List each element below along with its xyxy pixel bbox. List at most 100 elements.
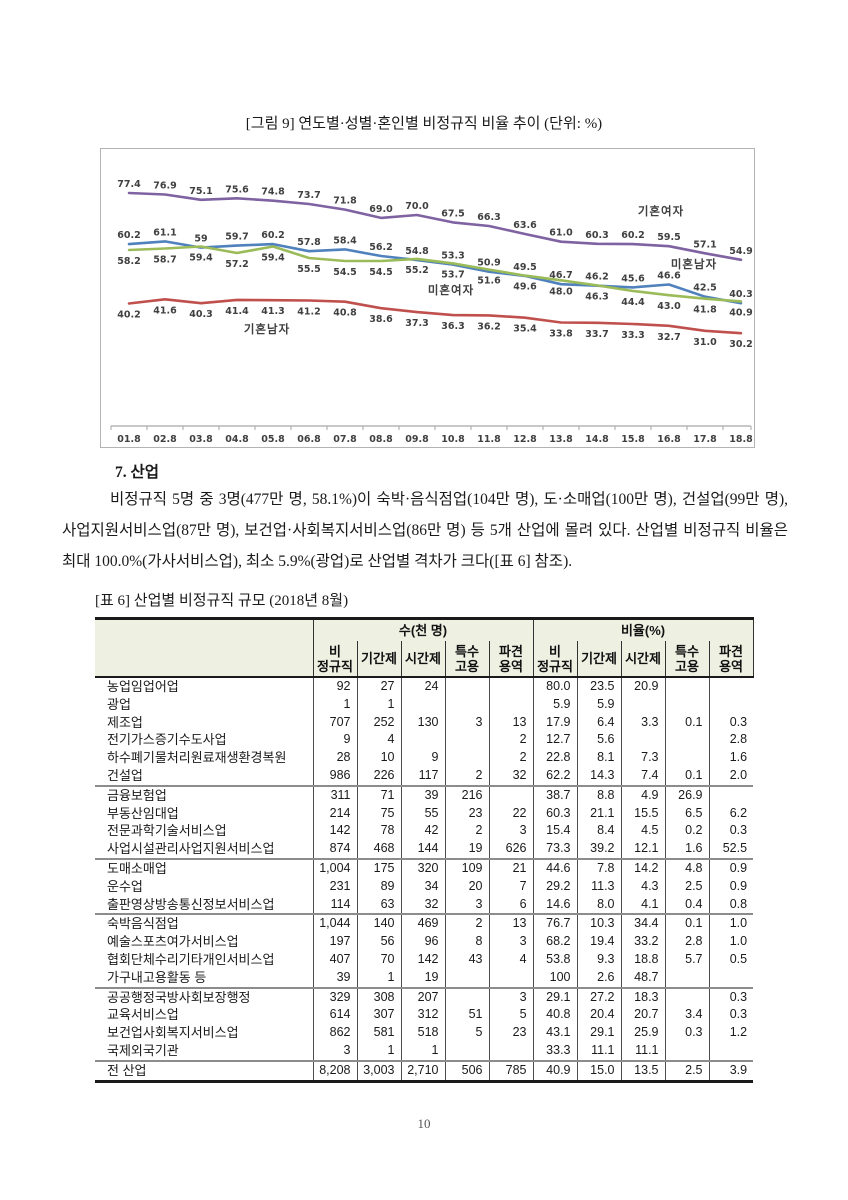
table-cell: 0.5 [708, 950, 754, 969]
table-cell: 469 [400, 913, 445, 934]
table-cell: 1 [356, 695, 401, 714]
table-cell: 92 [312, 677, 357, 696]
table-cell: 7.3 [620, 749, 666, 767]
table-cell: 40.8 [532, 1006, 578, 1025]
table-cell [664, 986, 710, 1007]
table-cell: 22.8 [532, 749, 578, 767]
data-label: 57.1 [693, 239, 716, 250]
data-label: 73.7 [297, 190, 320, 201]
table-cell: 26.9 [664, 784, 710, 805]
series-name-label: 미혼여자 [428, 283, 474, 297]
table-cell: 14.3 [576, 766, 622, 786]
table-cell [444, 968, 489, 988]
table-row: 공공행정국방사회보장행정 329 308 207 3 29.1 27.2 18.3 0.3 [95, 986, 754, 1007]
table-cell: 7.8 [576, 857, 622, 878]
x-tick-label: 11.8 [477, 434, 501, 445]
table-cell: 2 [488, 749, 534, 767]
table-cell: 8,208 [312, 1059, 357, 1082]
table-cell: 785 [488, 1059, 534, 1082]
count-group-header: 수(천 명) [312, 618, 534, 641]
table-cell: 6 [488, 895, 534, 915]
column-header: 시간제 [400, 641, 446, 677]
data-label: 36.2 [477, 321, 500, 332]
table-cell: 6.4 [576, 713, 622, 732]
table-cell: 22 [488, 804, 534, 823]
data-label: 36.3 [441, 321, 464, 332]
table-cell: 11.1 [620, 1041, 666, 1061]
data-label: 59 [194, 234, 207, 245]
table-cell: 226 [356, 766, 401, 786]
table-cell: 12.1 [620, 840, 666, 859]
table-cell: 1 [356, 968, 401, 988]
series-name-label: 기혼여자 [638, 204, 684, 218]
table-cell: 17.9 [532, 713, 578, 732]
table-cell: 142 [400, 950, 445, 969]
table-cell: 51 [444, 1006, 489, 1025]
table-cell: 5.9 [576, 695, 622, 714]
industry-name: 금융보험업 [95, 784, 313, 805]
data-label: 41.2 [297, 307, 320, 318]
data-label: 40.3 [189, 309, 212, 320]
table-cell: 506 [444, 1059, 489, 1082]
table-cell: 70 [356, 950, 401, 969]
table-row: 운수업 231 89 34 20 7 29.2 11.3 4.3 2.5 0.9 [95, 877, 754, 896]
table-cell [708, 784, 754, 805]
x-tick-label: 09.8 [405, 434, 429, 445]
x-tick-label: 10.8 [441, 434, 465, 445]
table-cell: 32 [400, 895, 445, 915]
table-cell: 15.4 [532, 822, 578, 841]
chart-canvas: 01.8 02.8 03.8 04.8 05.8 06.8 07.8 08.8 09.8 10.8… [110, 179, 753, 445]
data-label: 75.6 [225, 184, 249, 195]
industry-name: 공공행정국방사회보장행정 [95, 986, 313, 1007]
table-cell: 207 [400, 986, 445, 1007]
table-cell: 13.5 [620, 1059, 666, 1082]
x-tick-label: 14.8 [585, 434, 609, 445]
table-row: 하수폐기물처리원료재생환경복원 28 10 9 2 22.8 8.1 7.3 1.6 [95, 749, 754, 767]
data-label: 76.9 [153, 181, 176, 192]
table-cell: 42 [400, 822, 445, 841]
table-cell: 5 [488, 1006, 534, 1025]
table-cell: 43 [444, 950, 489, 969]
data-label: 58.2 [117, 256, 140, 267]
data-label: 70.0 [405, 201, 429, 212]
table-row: 보건업사회복지서비스업 862 581 518 5 23 43.1 29.1 25.9 0.3 1.… [95, 1024, 754, 1042]
table-cell: 23 [444, 804, 489, 823]
data-label: 57.2 [225, 259, 248, 270]
table-cell: 62.2 [532, 766, 578, 786]
data-label: 40.2 [117, 310, 140, 321]
data-label: 48.0 [549, 286, 573, 297]
series-line-3 [127, 298, 743, 335]
industry-name: 전문과학기술서비스업 [107, 823, 227, 839]
table-row: 전문과학기술서비스업 142 78 42 2 3 15.4 8.4 4.5 0.2 0.3 [95, 822, 754, 841]
table-cell: 34 [400, 877, 445, 896]
table-cell: 312 [400, 1006, 445, 1025]
industry-name: 농업임업어업 [107, 679, 179, 694]
table-cell: 8.4 [576, 822, 622, 841]
table-cell: 3.9 [708, 1059, 754, 1082]
table-cell: 214 [312, 804, 357, 823]
table-cell: 3 [488, 933, 534, 951]
table-cell [488, 695, 534, 714]
table-cell [444, 695, 489, 714]
table-cell [444, 677, 489, 696]
table-row: 전기가스증기수도사업 9 4 2 12.7 5.6 2.8 [95, 731, 754, 750]
x-tick-label: 05.8 [261, 434, 285, 445]
table-cell: 1.0 [708, 933, 754, 951]
data-label: 33.8 [549, 329, 573, 340]
industry-name: 전기가스증기수도사업 [107, 732, 227, 748]
data-label: 33.3 [621, 330, 644, 341]
line-chart: 01.8 02.8 03.8 04.8 05.8 06.8 07.8 08.8 09.8 10.8… [100, 148, 755, 448]
data-label: 66.3 [477, 212, 500, 223]
table-cell: 0.9 [708, 877, 754, 896]
table-cell: 13 [488, 913, 534, 934]
table-cell: 19.4 [576, 933, 622, 951]
data-label: 33.7 [585, 329, 608, 340]
data-label: 41.3 [261, 306, 284, 317]
table-cell [664, 677, 710, 696]
industry-name: 제조업 [107, 714, 143, 730]
table-cell: 27 [356, 677, 401, 696]
data-label: 46.3 [585, 291, 608, 302]
table-cell: 9.3 [576, 950, 622, 969]
table-cell: 32 [488, 766, 534, 786]
data-label: 55.2 [405, 265, 428, 276]
